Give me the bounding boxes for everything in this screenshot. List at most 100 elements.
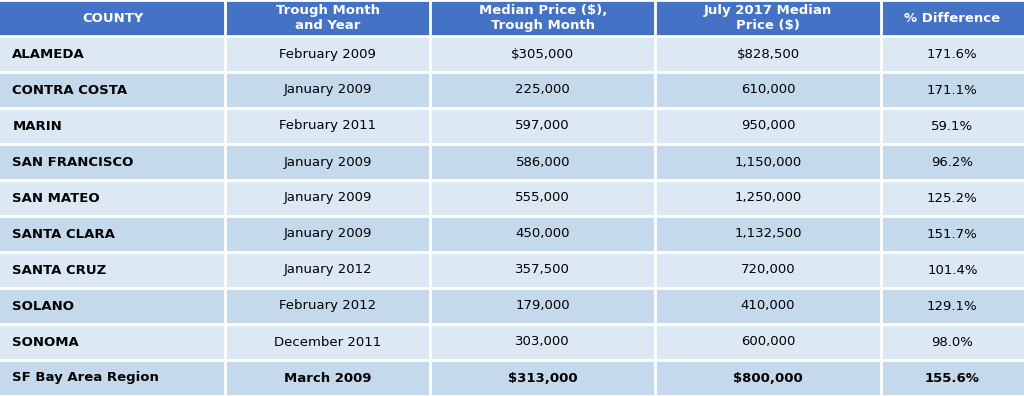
Bar xyxy=(430,144,655,180)
Text: 555,000: 555,000 xyxy=(515,192,570,204)
Text: Trough Month
and Year: Trough Month and Year xyxy=(275,4,380,32)
Bar xyxy=(655,180,881,216)
Text: $800,000: $800,000 xyxy=(733,371,803,385)
Text: SAN MATEO: SAN MATEO xyxy=(12,192,100,204)
Bar xyxy=(225,36,430,72)
Bar xyxy=(225,180,430,216)
Text: % Difference: % Difference xyxy=(904,11,1000,25)
Bar xyxy=(881,324,1024,360)
Bar xyxy=(430,108,655,144)
Bar xyxy=(655,360,881,396)
Bar xyxy=(655,216,881,252)
Text: $313,000: $313,000 xyxy=(508,371,578,385)
Text: 610,000: 610,000 xyxy=(740,84,796,97)
Text: SONOMA: SONOMA xyxy=(12,335,79,348)
Bar xyxy=(430,360,655,396)
Text: 597,000: 597,000 xyxy=(515,120,570,133)
Bar xyxy=(225,324,430,360)
Bar xyxy=(225,144,430,180)
Text: 125.2%: 125.2% xyxy=(927,192,978,204)
Text: 450,000: 450,000 xyxy=(515,227,570,240)
Text: 600,000: 600,000 xyxy=(740,335,796,348)
Text: January 2009: January 2009 xyxy=(284,227,372,240)
Bar xyxy=(225,0,430,36)
Text: SOLANO: SOLANO xyxy=(12,299,75,312)
Bar xyxy=(430,180,655,216)
Text: SANTA CLARA: SANTA CLARA xyxy=(12,227,115,240)
Text: January 2009: January 2009 xyxy=(284,192,372,204)
Bar xyxy=(881,252,1024,288)
Text: January 2009: January 2009 xyxy=(284,156,372,169)
Bar xyxy=(881,0,1024,36)
Text: 151.7%: 151.7% xyxy=(927,227,978,240)
Bar xyxy=(0,36,225,72)
Text: 1,132,500: 1,132,500 xyxy=(734,227,802,240)
Bar xyxy=(225,216,430,252)
Bar xyxy=(225,360,430,396)
Text: July 2017 Median
Price ($): July 2017 Median Price ($) xyxy=(703,4,833,32)
Bar xyxy=(881,180,1024,216)
Bar xyxy=(430,324,655,360)
Bar xyxy=(430,36,655,72)
Text: 1,150,000: 1,150,000 xyxy=(734,156,802,169)
Bar xyxy=(225,108,430,144)
Text: SF Bay Area Region: SF Bay Area Region xyxy=(12,371,159,385)
Bar xyxy=(225,252,430,288)
Bar xyxy=(225,72,430,108)
Bar xyxy=(655,288,881,324)
Text: ALAMEDA: ALAMEDA xyxy=(12,48,85,61)
Text: CONTRA COSTA: CONTRA COSTA xyxy=(12,84,127,97)
Bar xyxy=(225,288,430,324)
Text: 1,250,000: 1,250,000 xyxy=(734,192,802,204)
Text: $828,500: $828,500 xyxy=(736,48,800,61)
Text: January 2012: January 2012 xyxy=(284,263,372,276)
Text: March 2009: March 2009 xyxy=(284,371,372,385)
Text: 225,000: 225,000 xyxy=(515,84,570,97)
Bar xyxy=(655,0,881,36)
Bar xyxy=(0,180,225,216)
Bar xyxy=(430,288,655,324)
Text: SAN FRANCISCO: SAN FRANCISCO xyxy=(12,156,134,169)
Bar xyxy=(0,144,225,180)
Bar xyxy=(655,252,881,288)
Text: 171.6%: 171.6% xyxy=(927,48,978,61)
Bar xyxy=(655,72,881,108)
Text: COUNTY: COUNTY xyxy=(82,11,143,25)
Bar xyxy=(430,252,655,288)
Text: 155.6%: 155.6% xyxy=(925,371,980,385)
Text: 59.1%: 59.1% xyxy=(931,120,974,133)
Text: 129.1%: 129.1% xyxy=(927,299,978,312)
Text: February 2012: February 2012 xyxy=(280,299,376,312)
Bar xyxy=(881,360,1024,396)
Bar xyxy=(0,216,225,252)
Text: 179,000: 179,000 xyxy=(515,299,570,312)
Text: February 2011: February 2011 xyxy=(280,120,376,133)
Bar xyxy=(655,144,881,180)
Text: MARIN: MARIN xyxy=(12,120,62,133)
Text: 410,000: 410,000 xyxy=(740,299,796,312)
Bar xyxy=(430,216,655,252)
Bar xyxy=(881,288,1024,324)
Text: 101.4%: 101.4% xyxy=(927,263,978,276)
Text: 586,000: 586,000 xyxy=(515,156,570,169)
Text: 96.2%: 96.2% xyxy=(931,156,974,169)
Bar xyxy=(655,108,881,144)
Text: $305,000: $305,000 xyxy=(511,48,574,61)
Bar xyxy=(0,252,225,288)
Text: February 2009: February 2009 xyxy=(280,48,376,61)
Text: SANTA CRUZ: SANTA CRUZ xyxy=(12,263,106,276)
Bar xyxy=(0,72,225,108)
Bar xyxy=(430,72,655,108)
Bar xyxy=(0,360,225,396)
Bar xyxy=(881,72,1024,108)
Text: Median Price ($),
Trough Month: Median Price ($), Trough Month xyxy=(478,4,607,32)
Text: 98.0%: 98.0% xyxy=(932,335,973,348)
Bar xyxy=(881,108,1024,144)
Bar xyxy=(655,324,881,360)
Text: 950,000: 950,000 xyxy=(740,120,796,133)
Text: 357,500: 357,500 xyxy=(515,263,570,276)
Text: 171.1%: 171.1% xyxy=(927,84,978,97)
Bar xyxy=(881,36,1024,72)
Text: 720,000: 720,000 xyxy=(740,263,796,276)
Bar xyxy=(881,144,1024,180)
